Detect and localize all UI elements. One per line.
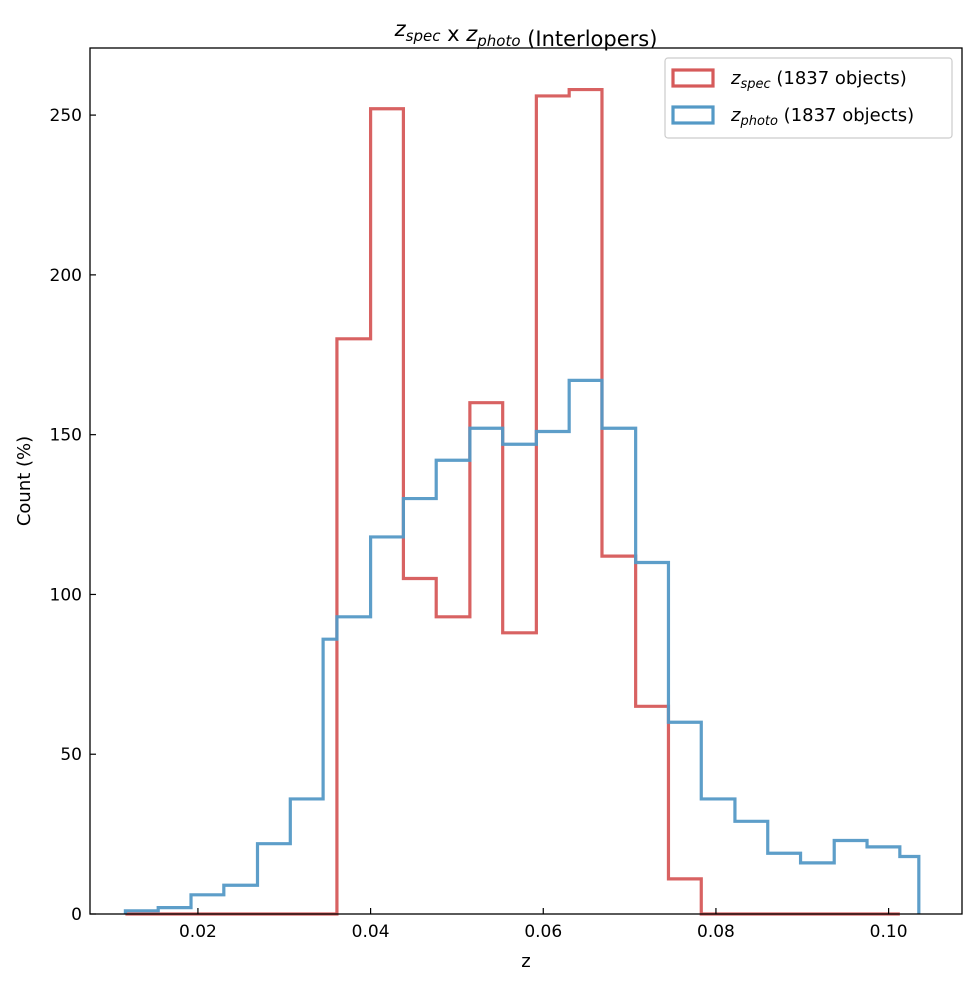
axes-frame [89,47,963,915]
series-step-spec [125,87,900,916]
plot-area [123,87,921,916]
y-axis-label: Count (%) [14,436,35,526]
chart-title: zspec x zphoto (Interlopers) [394,17,658,51]
x-tick-label: 0.10 [870,922,908,942]
x-tick-label: 0.06 [524,922,562,942]
x-axis-ticks: 0.02 0.04 0.06 0.08 0.10 [179,908,908,942]
y-tick-label: 200 [50,266,82,286]
legend-label-photo: zphoto (1837 objects) [730,105,914,129]
y-tick-label: 150 [50,426,82,446]
y-tick-label: 250 [50,106,82,126]
x-tick-label: 0.08 [697,922,735,942]
x-tick-label: 0.02 [179,922,217,942]
y-tick-label: 100 [50,585,82,605]
legend-label-spec: zspec (1837 objects) [730,68,907,92]
y-tick-label: 0 [71,905,82,925]
x-tick-label: 0.04 [352,922,390,942]
legend-box [664,57,953,139]
x-axis-label: z [521,951,530,972]
y-tick-label: 50 [60,745,82,765]
legend: zspec (1837 objects) zphoto (1837 objects… [664,57,953,139]
chart-title-text: zspec x zphoto (Interlopers) [394,17,658,51]
y-axis-ticks: 0 50 100 150 200 250 [50,106,96,925]
legend-swatch-photo [671,105,715,125]
series-step-photo [123,378,921,914]
legend-swatch-spec [671,68,715,88]
